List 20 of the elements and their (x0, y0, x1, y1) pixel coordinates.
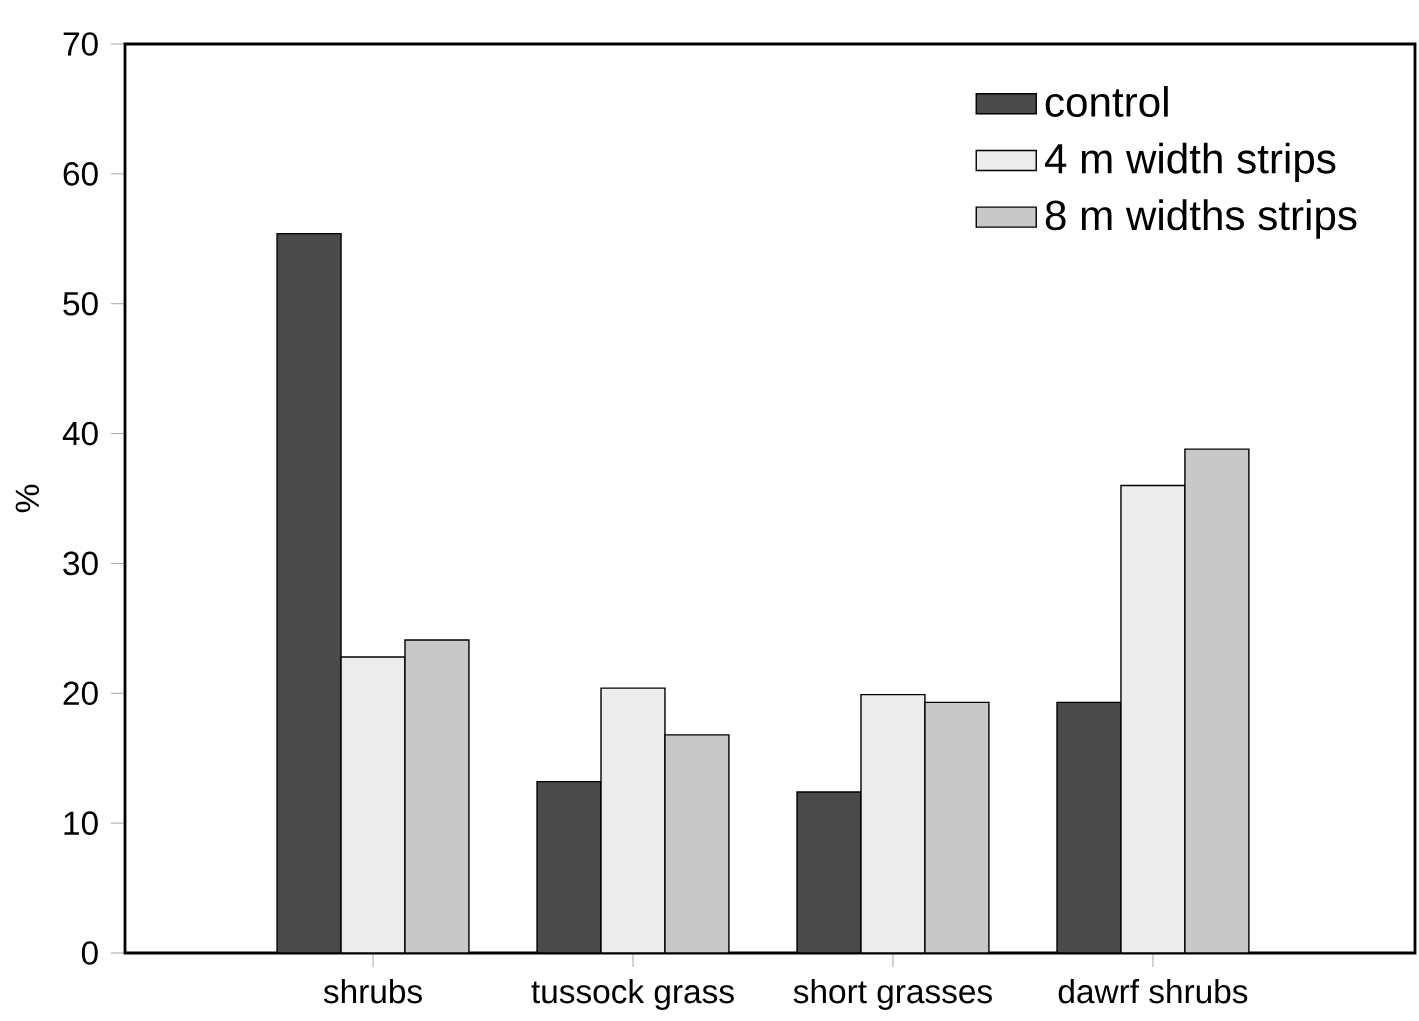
y-tick-label: 70 (63, 32, 98, 56)
y-axis-title: % (15, 484, 40, 513)
legend-label: 4 m width strips (1044, 142, 1336, 182)
x-tick-label: short grasses (793, 978, 992, 1010)
y-tick-label: 20 (63, 681, 98, 706)
x-tick-label: tussock grass (531, 978, 734, 1010)
x-tick-label: shrubs (323, 978, 422, 1004)
legend-label: control (1045, 86, 1168, 117)
y-tick-label: 40 (62, 421, 98, 446)
bar (860, 693, 926, 953)
y-tick-label: 10 (64, 811, 98, 835)
bar (600, 687, 666, 953)
y-tick-label: 0 (81, 941, 98, 965)
y-tick-label: 60 (63, 161, 98, 186)
bar (340, 656, 406, 953)
y-tick-label: 50 (63, 291, 98, 316)
y-tick-label: 30 (63, 551, 98, 576)
bar (1120, 484, 1186, 953)
x-tick-label: dawrf shrubs (1058, 978, 1248, 1004)
legend-label: 8 m widths strips (1045, 199, 1357, 239)
